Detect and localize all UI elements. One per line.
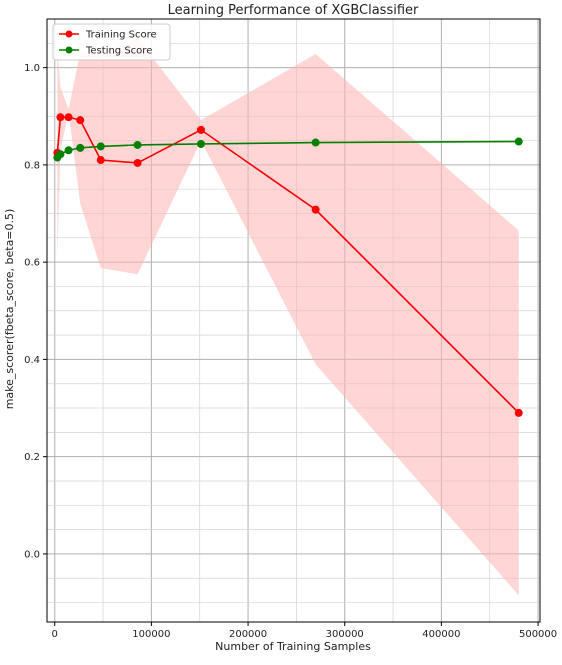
y-tick-label: 0.4 xyxy=(24,355,40,366)
legend-label-training-score: Training Score xyxy=(85,30,157,41)
testing-score-point xyxy=(64,146,73,155)
testing-score-point xyxy=(96,142,105,151)
legend: Training Score Testing Score xyxy=(52,23,171,61)
x-tick-label: 500000 xyxy=(519,629,557,640)
y-tick-label: 0.2 xyxy=(24,452,40,463)
legend-box xyxy=(52,23,171,61)
x-axis-label: Number of Training Samples xyxy=(215,640,371,653)
training-score-point xyxy=(133,158,142,167)
y-axis-label: make_scorer(fbeta_score, beta=0.5) xyxy=(3,209,16,410)
legend-marker-testing-score xyxy=(65,46,73,54)
training-score-point xyxy=(56,113,65,122)
testing-score-point xyxy=(311,138,320,147)
training-score-point xyxy=(96,156,105,165)
training-score-point xyxy=(196,125,205,134)
testing-score-point xyxy=(196,139,205,148)
training-score-std-band xyxy=(57,38,519,596)
training-score-point xyxy=(76,116,85,125)
y-tick-label: 0.8 xyxy=(24,160,40,171)
legend-label-testing-score: Testing Score xyxy=(85,46,152,57)
y-tick-label: 0.0 xyxy=(24,549,40,560)
testing-score-point xyxy=(76,143,85,152)
training-score-point xyxy=(311,205,320,214)
chart-title: Learning Performance of XGBClassifier xyxy=(168,3,419,18)
axes-frame xyxy=(46,18,541,623)
tick-marks: 0 100000 200000 300000 400000 500000 0.0 0.2 0.4… xyxy=(24,63,557,640)
plot-area: 0 100000 200000 300000 400000 500000 0.0 0.2 0.4… xyxy=(24,18,557,640)
training-score-point xyxy=(64,113,73,122)
legend-marker-training-score xyxy=(65,30,73,38)
y-tick-label: 0.6 xyxy=(24,258,40,269)
x-tick-label: 400000 xyxy=(422,629,460,640)
testing-score-point xyxy=(514,137,523,146)
x-tick-label: 100000 xyxy=(132,629,170,640)
x-tick-label: 300000 xyxy=(326,629,364,640)
testing-score-point xyxy=(56,150,65,159)
training-score-point xyxy=(514,408,523,417)
x-tick-label: 0 xyxy=(52,629,58,640)
testing-score-point xyxy=(133,140,142,149)
x-tick-label: 200000 xyxy=(229,629,267,640)
y-tick-label: 1.0 xyxy=(24,63,40,74)
